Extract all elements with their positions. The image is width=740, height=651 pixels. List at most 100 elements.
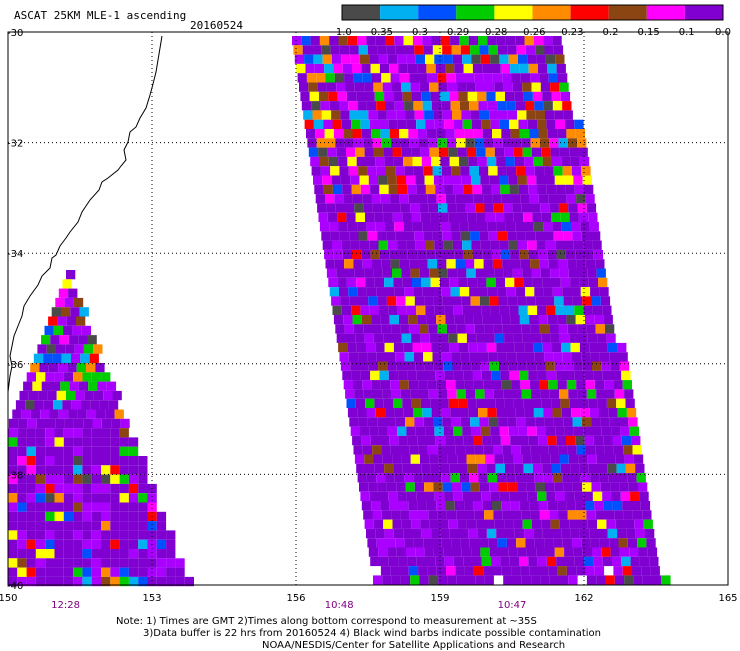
swath-cell	[92, 418, 102, 429]
swath-cell	[452, 110, 462, 120]
swath-cell	[621, 370, 631, 381]
swath-cell	[531, 82, 541, 92]
swath-cell	[545, 361, 555, 371]
swath-cell	[500, 435, 511, 446]
swath-cell	[166, 530, 176, 540]
swath-cell	[388, 119, 398, 129]
swath-cell	[601, 361, 611, 371]
swath-cell	[426, 435, 436, 446]
swath-cell	[409, 259, 419, 269]
swath-cell	[459, 408, 469, 418]
swath-cell	[473, 315, 483, 325]
swath-cell	[54, 465, 64, 475]
swath-cell	[509, 556, 519, 567]
swath-cell	[17, 567, 27, 577]
swath-cell	[477, 528, 487, 539]
swath-cell	[570, 463, 580, 474]
swath-cell	[462, 305, 472, 315]
swath-cell	[390, 380, 400, 390]
swath-cell	[534, 101, 544, 111]
swath-cell	[578, 268, 588, 278]
swath-cell	[415, 175, 425, 185]
swath-cell	[128, 576, 139, 587]
swath-cell	[500, 63, 511, 74]
swath-cell	[385, 101, 395, 111]
swath-cell	[166, 549, 176, 559]
swath-cell	[457, 519, 467, 529]
swath-cell	[394, 408, 404, 418]
swath-cell	[379, 63, 390, 74]
swath-cell	[544, 417, 554, 427]
colorbar-swatch	[608, 5, 647, 20]
swath-cell	[562, 352, 572, 362]
swath-cell	[156, 530, 167, 540]
swath-cell	[438, 203, 448, 213]
swath-cell	[616, 463, 626, 474]
swath-cell	[568, 454, 579, 464]
swath-cell	[364, 82, 374, 92]
swath-cell	[415, 426, 426, 436]
swath-cell	[175, 558, 185, 568]
swath-cell	[359, 175, 369, 185]
swath-cell	[35, 446, 46, 456]
swath-cell	[313, 119, 324, 129]
swath-cell	[380, 501, 390, 511]
swath-cell	[348, 166, 359, 176]
swath-cell	[564, 240, 574, 250]
swath-cell	[434, 240, 444, 250]
swath-cell	[386, 482, 397, 492]
swath-cell	[423, 166, 433, 176]
swath-cell	[301, 36, 311, 46]
swath-cell	[462, 119, 472, 129]
swath-cell	[556, 184, 566, 195]
swath-cell	[101, 502, 111, 512]
swath-cell	[8, 456, 18, 466]
swath-cell	[518, 240, 528, 250]
swath-cell	[58, 409, 69, 419]
swath-cell	[581, 231, 591, 241]
swath-cell	[352, 249, 362, 260]
swath-cell	[82, 521, 92, 531]
swath-cell	[26, 474, 36, 484]
swath-cell	[571, 222, 581, 232]
swath-cell	[339, 352, 349, 362]
swath-cell	[377, 296, 387, 306]
swath-cell	[119, 549, 129, 559]
swath-cell	[541, 519, 551, 529]
swath-cell	[514, 528, 525, 539]
swath-cell	[576, 566, 586, 576]
swath-cell	[593, 435, 604, 446]
swath-cell	[476, 147, 486, 157]
swath-cell	[572, 417, 582, 427]
swath-cell	[535, 296, 545, 306]
swath-cell	[594, 315, 604, 325]
swath-cell	[551, 91, 561, 102]
swath-cell	[398, 435, 408, 446]
swath-cell	[406, 491, 417, 501]
swath-cell	[430, 277, 440, 288]
swath-cell	[54, 549, 64, 559]
swath-cell	[417, 501, 427, 511]
swath-cell	[73, 493, 83, 503]
swath-cell	[45, 576, 55, 587]
swath-cell	[553, 352, 563, 362]
swath-cell	[45, 456, 55, 466]
swath-cell	[408, 129, 418, 139]
swath-cell	[622, 380, 632, 390]
swath-cell	[560, 212, 570, 222]
swath-cell	[507, 110, 518, 120]
swath-cell	[320, 101, 330, 111]
swath-cell	[558, 138, 568, 148]
swath-cell	[384, 277, 394, 288]
swath-cell	[504, 333, 514, 343]
swath-cell	[424, 547, 434, 557]
swath-cell	[372, 138, 382, 148]
swath-cell	[474, 445, 484, 455]
swath-cell	[64, 418, 74, 429]
swath-cell	[352, 129, 362, 139]
swath-cell	[63, 549, 74, 559]
swath-cell	[511, 380, 521, 390]
swath-cell	[498, 296, 508, 306]
swath-cell	[564, 426, 574, 436]
swath-cell	[504, 212, 514, 222]
